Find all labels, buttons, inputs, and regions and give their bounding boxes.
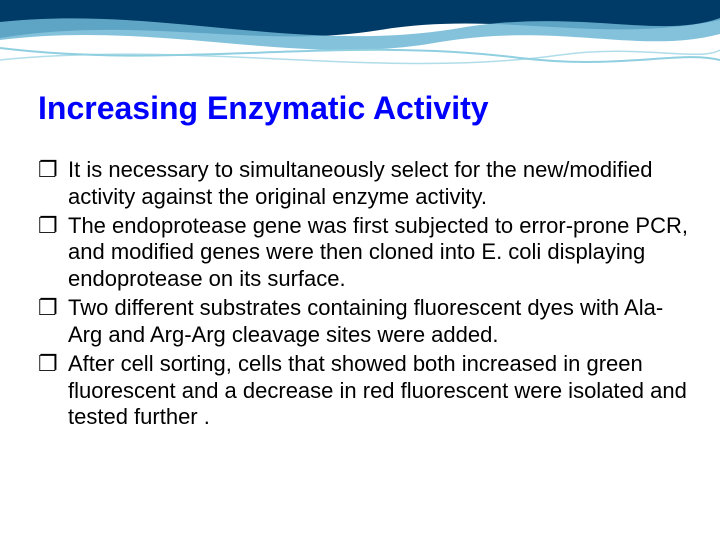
bullet-icon: ❐ <box>38 351 58 378</box>
list-item: ❐ The endoprotease gene was first subjec… <box>38 213 690 293</box>
slide-title: Increasing Enzymatic Activity <box>38 90 690 127</box>
bullet-text: The endoprotease gene was first subjecte… <box>68 213 688 292</box>
bullet-icon: ❐ <box>38 157 58 184</box>
bullet-text: Two different substrates containing fluo… <box>68 295 663 347</box>
bullet-icon: ❐ <box>38 295 58 322</box>
list-item: ❐ It is necessary to simultaneously sele… <box>38 157 690 211</box>
bullet-icon: ❐ <box>38 213 58 240</box>
list-item: ❐ After cell sorting, cells that showed … <box>38 351 690 431</box>
slide-content: Increasing Enzymatic Activity ❐ It is ne… <box>0 0 720 431</box>
list-item: ❐ Two different substrates containing fl… <box>38 295 690 349</box>
bullet-text: It is necessary to simultaneously select… <box>68 157 653 209</box>
bullet-list: ❐ It is necessary to simultaneously sele… <box>38 157 690 431</box>
bullet-text: After cell sorting, cells that showed bo… <box>68 351 687 430</box>
